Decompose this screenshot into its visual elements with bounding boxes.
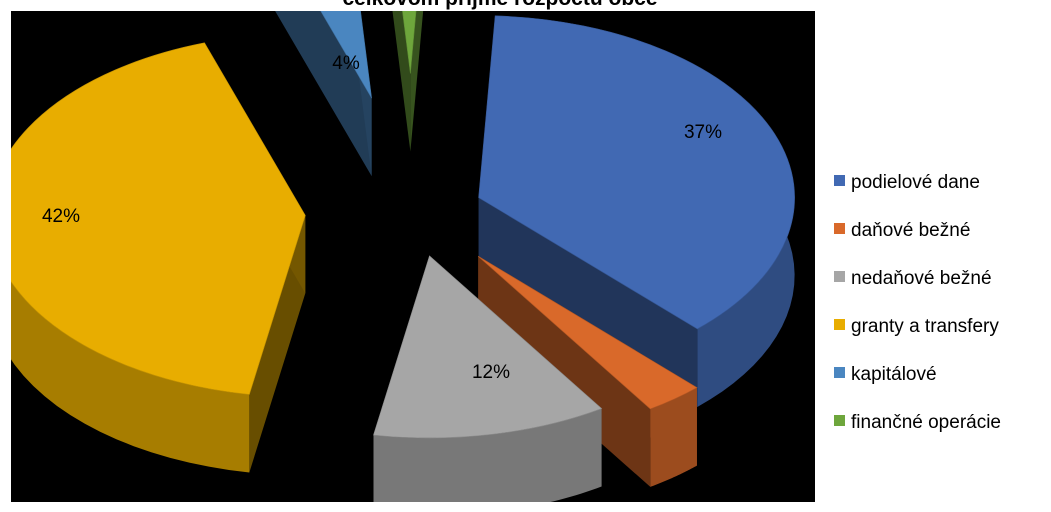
pie-slice (392, 11, 424, 152)
chart-title: celkovom príjme rozpočtu obce (0, 0, 1000, 11)
legend: podielové dane daňové bežné nedaňové bežné… (834, 167, 1051, 455)
pie-slice (11, 42, 306, 473)
pie-slice (478, 15, 795, 407)
pie-slice (478, 256, 698, 487)
legend-swatch (834, 271, 845, 283)
legend-item: granty a transfery (834, 311, 1051, 343)
legend-swatch (834, 223, 845, 235)
legend-label: nedaňové bežné (851, 268, 992, 289)
legend-swatch (834, 367, 845, 379)
slice-data-label: 4% (332, 53, 360, 74)
slice-data-label: 42% (42, 206, 80, 227)
legend-label: finančné operácie (851, 412, 1001, 433)
legend-swatch (834, 175, 845, 187)
plot-area: 37% 12% 42% 4% (11, 11, 815, 502)
pie-slice (373, 255, 603, 502)
legend-item: daňové bežné (834, 215, 1051, 247)
pie-chart: 37% 12% 42% 4% (11, 11, 795, 502)
legend-swatch (834, 415, 845, 427)
legend-label: daňové bežné (851, 220, 971, 241)
legend-label: granty a transfery (851, 316, 999, 337)
slice-data-label: 12% (472, 362, 510, 383)
legend-item: podielové dane (834, 167, 1051, 199)
legend-label: podielové dane (851, 172, 980, 193)
slice-data-label: 37% (684, 122, 722, 143)
legend-item: finančné operácie (834, 407, 1051, 439)
legend-item: kapitálové (834, 359, 1051, 391)
pie-slice (275, 11, 372, 177)
legend-item: nedaňové bežné (834, 263, 1051, 295)
legend-swatch (834, 319, 845, 331)
legend-label: kapitálové (851, 364, 937, 385)
